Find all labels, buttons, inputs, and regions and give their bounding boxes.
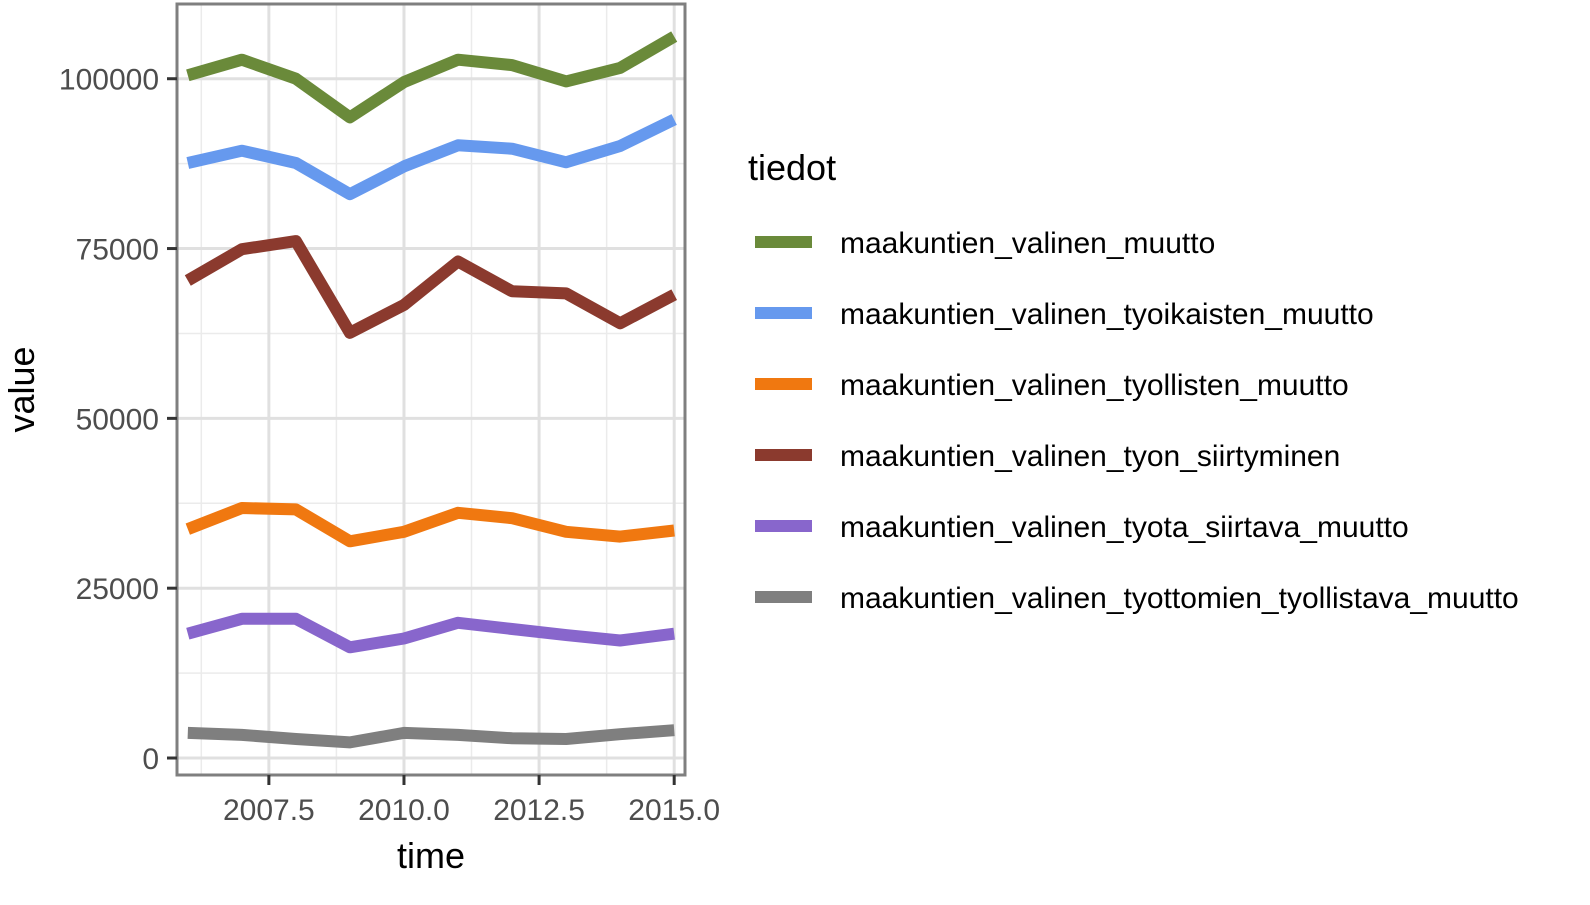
legend-label: maakuntien_valinen_tyottomien_tyollistav…: [840, 582, 1519, 615]
legend-items: maakuntien_valinen_muutto maakuntien_vali…: [755, 227, 1519, 615]
y-tick-label: 75000: [76, 234, 159, 267]
x-tick-label: 2007.5: [223, 794, 315, 827]
series-line-4: [184, 235, 678, 339]
series-lines: [184, 31, 678, 749]
legend-label: maakuntien_valinen_tyollisten_muutto: [840, 369, 1349, 402]
series-line-2: [186, 114, 677, 201]
x-tick-label: 2012.5: [493, 794, 585, 827]
legend-item: maakuntien_valinen_tyota_siirtava_muutto: [755, 511, 1409, 544]
axes: 2007.5 2010.0 2012.5 2015.0 0 25000 50000 75000…: [59, 64, 720, 827]
series-line-1: [186, 31, 678, 124]
y-tick-label: 50000: [76, 403, 159, 436]
x-axis-title: time: [397, 835, 465, 876]
y-tick-label: 25000: [76, 573, 159, 606]
panel-border: [175, 2, 687, 777]
series-line-3: [185, 502, 675, 548]
x-tick-label: 2010.0: [358, 794, 450, 827]
legend-label: maakuntien_valinen_muutto: [840, 227, 1215, 260]
legend-title: tiedot: [748, 147, 836, 188]
series-line-5: [186, 612, 675, 654]
grid-lines: [177, 4, 685, 775]
legend-label: maakuntien_valinen_tyon_siirtyminen: [840, 440, 1340, 473]
legend-item: maakuntien_valinen_tyoikaisten_muutto: [755, 298, 1374, 331]
legend: tiedot maakuntien_valinen_muuttomaakunti…: [748, 147, 1519, 615]
y-tick-label: 0: [142, 743, 159, 776]
y-axis-title: value: [1, 346, 42, 432]
y-tick-label: 100000: [59, 64, 159, 97]
x-tick-label: 2015.0: [628, 794, 720, 827]
legend-item: maakuntien_valinen_tyottomien_tyollistav…: [755, 582, 1519, 615]
legend-item: maakuntien_valinen_tyollisten_muutto: [755, 369, 1349, 402]
legend-item: maakuntien_valinen_muutto: [755, 227, 1215, 260]
legend-item: maakuntien_valinen_tyon_siirtyminen: [755, 440, 1340, 473]
legend-label: maakuntien_valinen_tyoikaisten_muutto: [840, 298, 1374, 331]
series-line-6: [187, 724, 675, 749]
legend-label: maakuntien_valinen_tyota_siirtava_muutto: [840, 511, 1409, 544]
